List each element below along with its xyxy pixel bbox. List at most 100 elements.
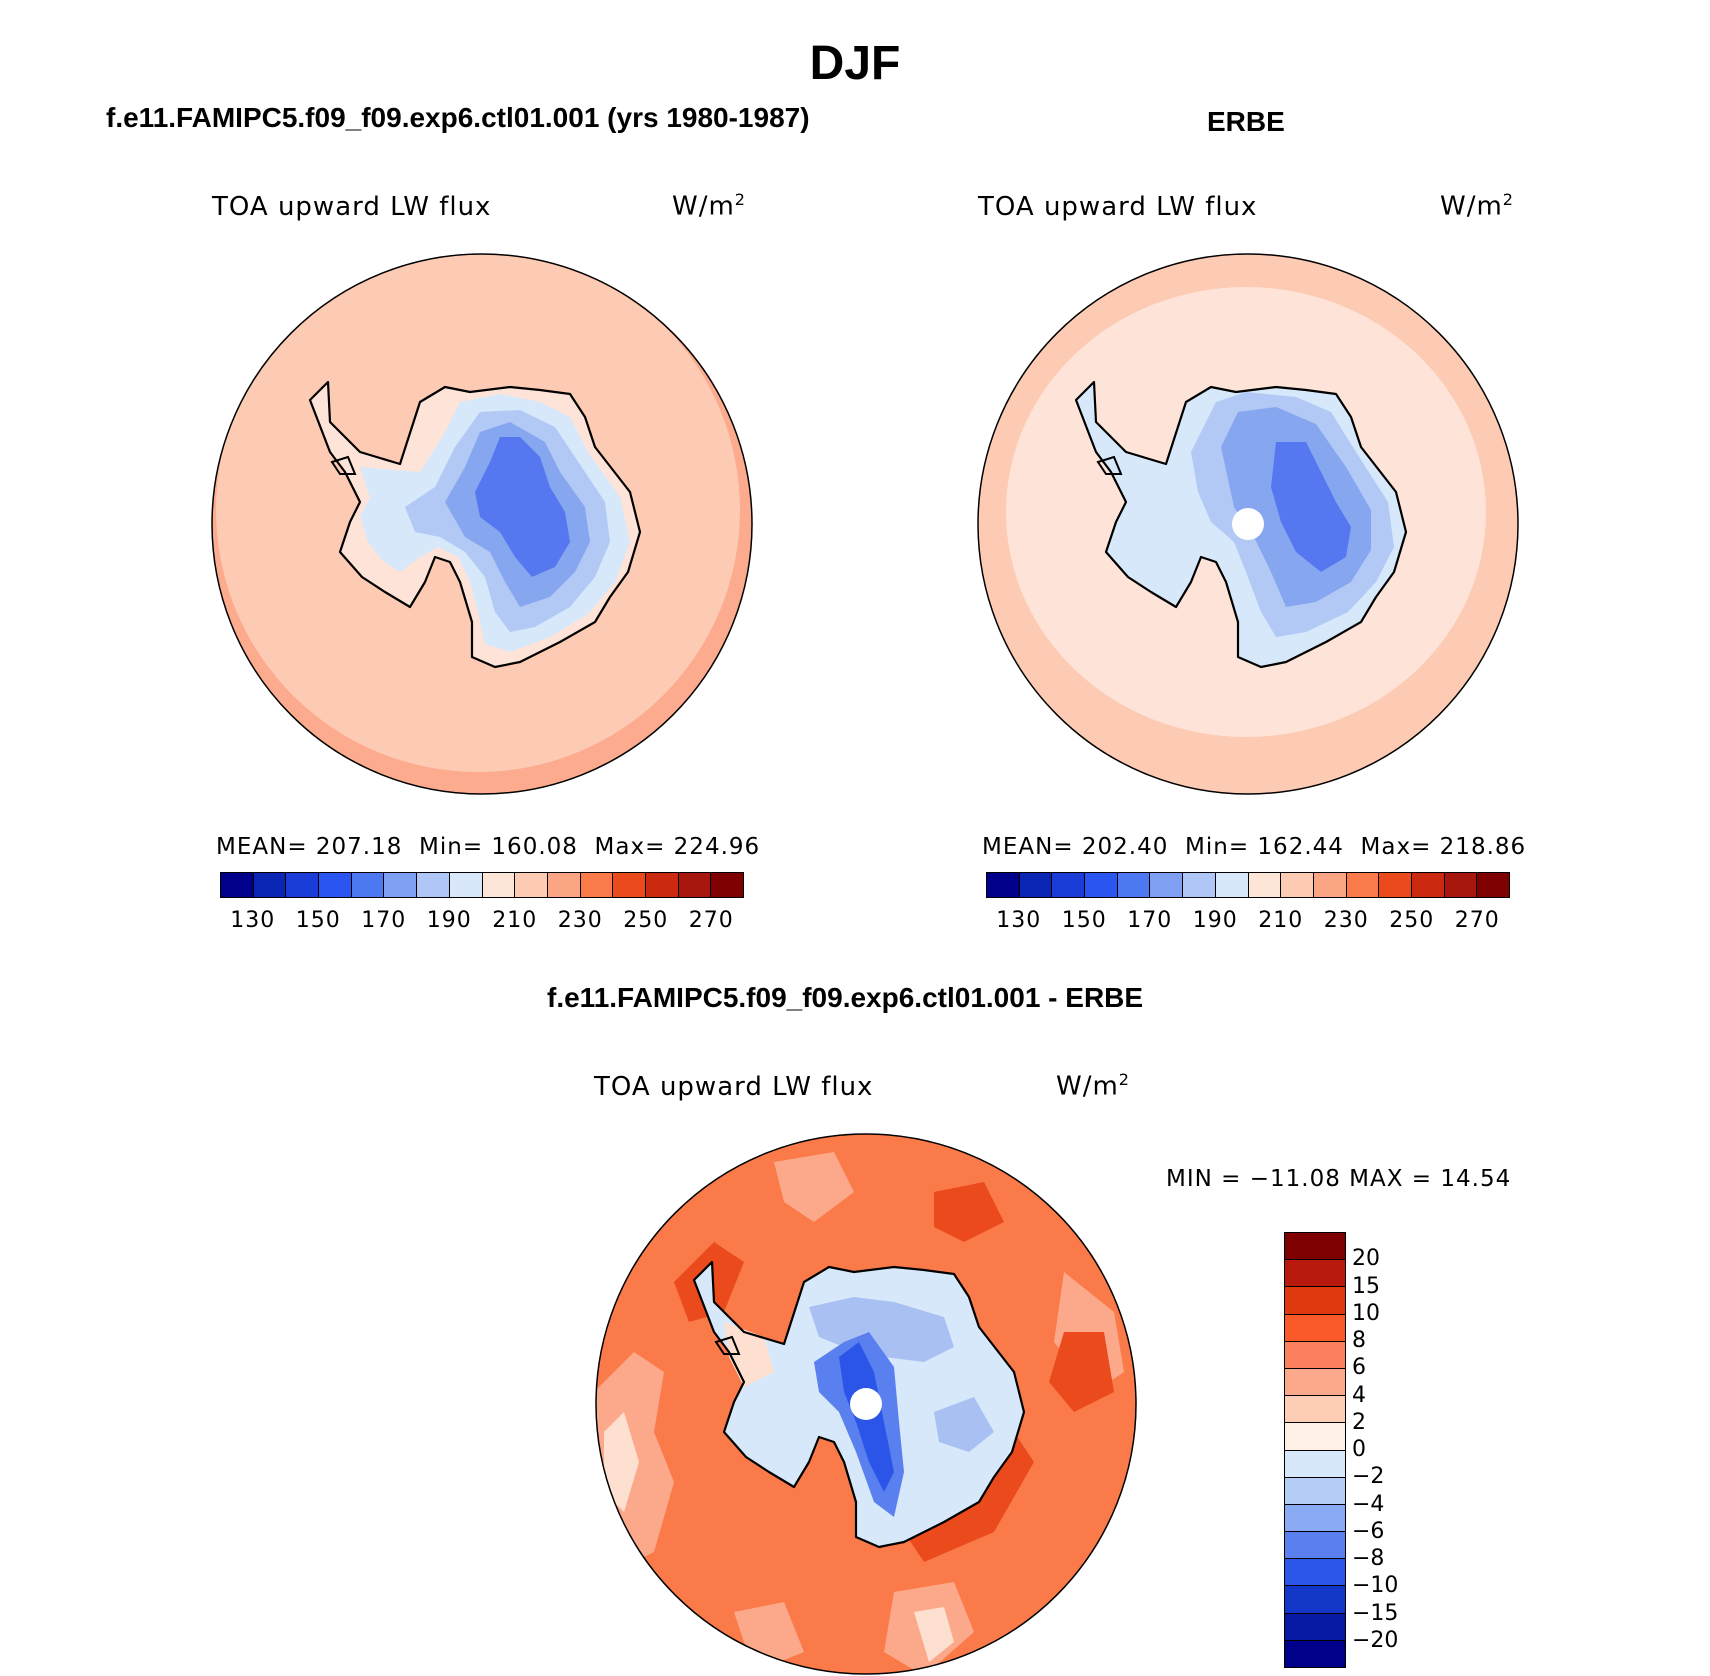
obs-colorbar-tick-label: 150 <box>1061 908 1107 933</box>
diff-colorbar-swatch <box>1285 1586 1345 1614</box>
model-colorbar-swatch <box>711 873 743 897</box>
obs-max-value: 218.86 <box>1439 834 1527 860</box>
model-stats: MEAN= 207.18 Min= 160.08 Max= 224.96 <box>216 834 760 860</box>
obs-pole-hole <box>1232 508 1264 540</box>
page-title: DJF <box>809 37 901 90</box>
obs-map-border <box>977 253 1519 795</box>
obs-colorbar-swatch <box>1052 873 1086 897</box>
diff-peninsula-island <box>714 1335 741 1355</box>
model-colorbar-swatch <box>319 873 352 897</box>
model-colorbar-swatch <box>482 873 516 897</box>
diff-colorbar-swatch <box>1285 1504 1345 1533</box>
obs-coastline <box>1074 380 1408 669</box>
model-colorbar-ticks: 130 150 170 190 210 230 250 270 <box>220 908 744 938</box>
model-ice-deep <box>475 437 570 577</box>
model-colorbar-tick-label: 170 <box>361 908 407 933</box>
obs-colorbar-swatch <box>1346 873 1380 897</box>
diff-pole-hole <box>850 1388 882 1420</box>
model-min-label: Min= <box>419 834 484 860</box>
obs-colorbar <box>986 872 1510 898</box>
diff-units-label: W/m2 <box>1056 1070 1130 1102</box>
obs-colorbar-swatch <box>1215 873 1249 897</box>
diff-colorbar-swatch <box>1285 1396 1345 1424</box>
diff-colorbar-swatch <box>1285 1559 1345 1587</box>
model-colorbar-swatch <box>253 873 287 897</box>
model-colorbar-swatch <box>678 873 712 897</box>
diff-minmax: MIN = −11.08 MAX = 14.54 <box>1166 1166 1512 1192</box>
diff-colorbar-swatch <box>1285 1423 1345 1451</box>
diff-colorbar-swatch <box>1285 1613 1345 1641</box>
obs-colorbar-tick-label: 130 <box>996 908 1042 933</box>
model-colorbar-tick-label: 190 <box>426 908 472 933</box>
diff-polar-map <box>595 1133 1137 1675</box>
model-panel-title: f.e11.FAMIPC5.f09_f09.exp6.ctl01.001 (yr… <box>106 102 810 133</box>
diff-colorbar-tick-label: −15 <box>1352 1600 1399 1626</box>
model-colorbar-swatch <box>221 873 254 897</box>
model-colorbar-tick-label: 230 <box>557 908 603 933</box>
obs-mean-value: 202.40 <box>1081 834 1169 860</box>
diff-colorbar-swatch <box>1285 1287 1345 1315</box>
diff-pale-patch-south <box>914 1607 954 1662</box>
obs-colorbar-swatch <box>1150 873 1184 897</box>
model-colorbar-tick-label: 210 <box>492 908 538 933</box>
model-min-value: 160.08 <box>491 834 578 860</box>
obs-colorbar-swatch <box>1313 873 1347 897</box>
model-max-label: Max= <box>594 834 666 860</box>
obs-ice-deep <box>1271 442 1351 572</box>
obs-colorbar-tick-label: 250 <box>1389 908 1435 933</box>
diff-colorbar-swatch <box>1285 1341 1345 1369</box>
model-units-label: W/m2 <box>672 190 746 222</box>
obs-colorbar-swatch <box>1085 873 1118 897</box>
diff-coastline <box>692 1260 1026 1549</box>
obs-colorbar-tick-label: 270 <box>1454 908 1500 933</box>
model-mean-label: MEAN= <box>216 834 308 860</box>
obs-colorbar-swatch <box>1411 873 1445 897</box>
obs-colorbar-swatch <box>1444 873 1478 897</box>
diff-colorbar-swatch <box>1285 1450 1345 1478</box>
model-polar-map <box>211 253 753 795</box>
obs-colorbar-tick-label: 210 <box>1258 908 1304 933</box>
obs-colorbar-swatch <box>1183 873 1216 897</box>
diff-warm-patch-north <box>774 1152 854 1222</box>
diff-colorbar-tick-label: 8 <box>1352 1328 1366 1353</box>
diff-colorbar-tick-label: 2 <box>1352 1409 1366 1435</box>
model-colorbar <box>220 872 744 898</box>
obs-stats: MEAN= 202.40 Min= 162.44 Max= 218.86 <box>982 834 1526 860</box>
model-colorbar-tick-label: 150 <box>295 908 341 933</box>
obs-units-label: W/m2 <box>1440 190 1514 222</box>
diff-colorbar-labels: 20 15 10 8 6 4 2 0 −2 −4 −6 −8 −10 −15 −20 <box>1352 1232 1472 1668</box>
obs-min-label: Min= <box>1185 834 1250 860</box>
diff-colorbar-tick-label: 15 <box>1352 1273 1380 1299</box>
obs-panel-title: ERBE <box>1207 106 1285 137</box>
obs-colorbar-swatch <box>1379 873 1412 897</box>
obs-colorbar-tick-label: 170 <box>1127 908 1173 933</box>
diff-colorbar-tick-label: −20 <box>1352 1627 1399 1653</box>
obs-colorbar-swatch <box>1281 873 1314 897</box>
model-peninsula-island <box>330 455 357 475</box>
model-colorbar-swatch <box>580 873 614 897</box>
model-colorbar-swatch <box>449 873 483 897</box>
model-mean-value: 207.18 <box>315 834 403 860</box>
model-colorbar-tick-label: 270 <box>688 908 734 933</box>
obs-mean-label: MEAN= <box>982 834 1074 860</box>
model-colorbar-swatch <box>547 873 581 897</box>
diff-colorbar-swatch <box>1285 1532 1345 1560</box>
model-map-border <box>211 253 753 795</box>
diff-colorbar-swatch <box>1285 1368 1345 1397</box>
obs-colorbar-swatch <box>1477 873 1509 897</box>
model-colorbar-tick-label: 130 <box>230 908 276 933</box>
obs-colorbar-swatch <box>1117 873 1151 897</box>
diff-colorbar-tick-label: 0 <box>1352 1437 1366 1462</box>
diff-colorbar-tick-label: −10 <box>1352 1573 1399 1599</box>
diff-hot-patch-east <box>1049 1332 1114 1412</box>
model-colorbar-swatch <box>417 873 450 897</box>
diff-colorbar-tick-label: 6 <box>1352 1355 1366 1381</box>
diff-colorbar-tick-label: −6 <box>1352 1518 1385 1544</box>
model-colorbar-swatch <box>645 873 679 897</box>
diff-colorbar-tick-label: −4 <box>1352 1491 1385 1517</box>
diff-pale-patch-west <box>604 1412 639 1512</box>
diff-colorbar-swatch <box>1285 1314 1345 1342</box>
model-coastline <box>308 380 642 669</box>
diff-colorbar-tick-label: 4 <box>1352 1382 1366 1408</box>
model-colorbar-swatch <box>286 873 320 897</box>
